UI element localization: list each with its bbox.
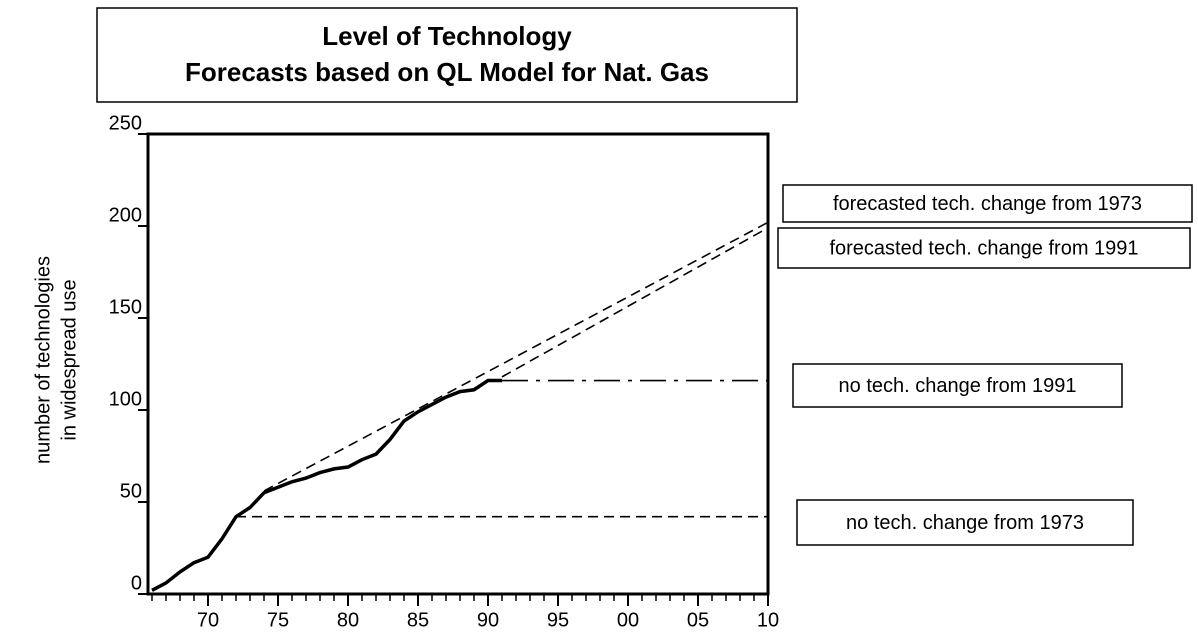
x-tick-label: 85: [407, 609, 429, 631]
title-box: [96, 7, 798, 103]
series-line: [501, 227, 769, 378]
x-tick-label: 80: [337, 609, 359, 631]
legend-box: [796, 499, 1134, 546]
legend-label: no tech. change from 1973: [846, 512, 1084, 534]
y-tick-label: 200: [109, 204, 142, 226]
y-tick-label: 150: [109, 296, 142, 318]
y-tick-label: 50: [120, 480, 142, 502]
series-line: [151, 378, 502, 592]
x-tick-label: 70: [197, 609, 219, 631]
plot-frame: [146, 132, 770, 596]
legend-label: forecasted tech. change from 1991: [829, 237, 1138, 259]
legend-label: no tech. change from 1991: [839, 375, 1077, 397]
x-tick-label: 10: [757, 609, 779, 631]
y-axis-label: number of technologies: [32, 256, 54, 464]
chart-subtitle: Forecasts based on QL Model for Nat. Gas: [185, 57, 709, 87]
y-tick-label: 0: [131, 572, 142, 594]
x-tick-label: 00: [617, 609, 639, 631]
x-tick-label: 75: [267, 609, 289, 631]
x-tick-label: 95: [547, 609, 569, 631]
y-tick-label: 250: [109, 112, 142, 134]
y-tick-label: 100: [109, 388, 142, 410]
series-line: [263, 221, 769, 492]
legend-box: [777, 227, 1191, 269]
x-tick-label: 90: [477, 609, 499, 631]
legend-label: forecasted tech. change from 1973: [833, 193, 1142, 215]
legend-box: [782, 184, 1193, 223]
chart-title: Level of Technology: [322, 21, 572, 51]
legend-box: [792, 363, 1123, 408]
y-axis-label: in widespread use: [58, 279, 80, 440]
x-tick-label: 05: [687, 609, 709, 631]
